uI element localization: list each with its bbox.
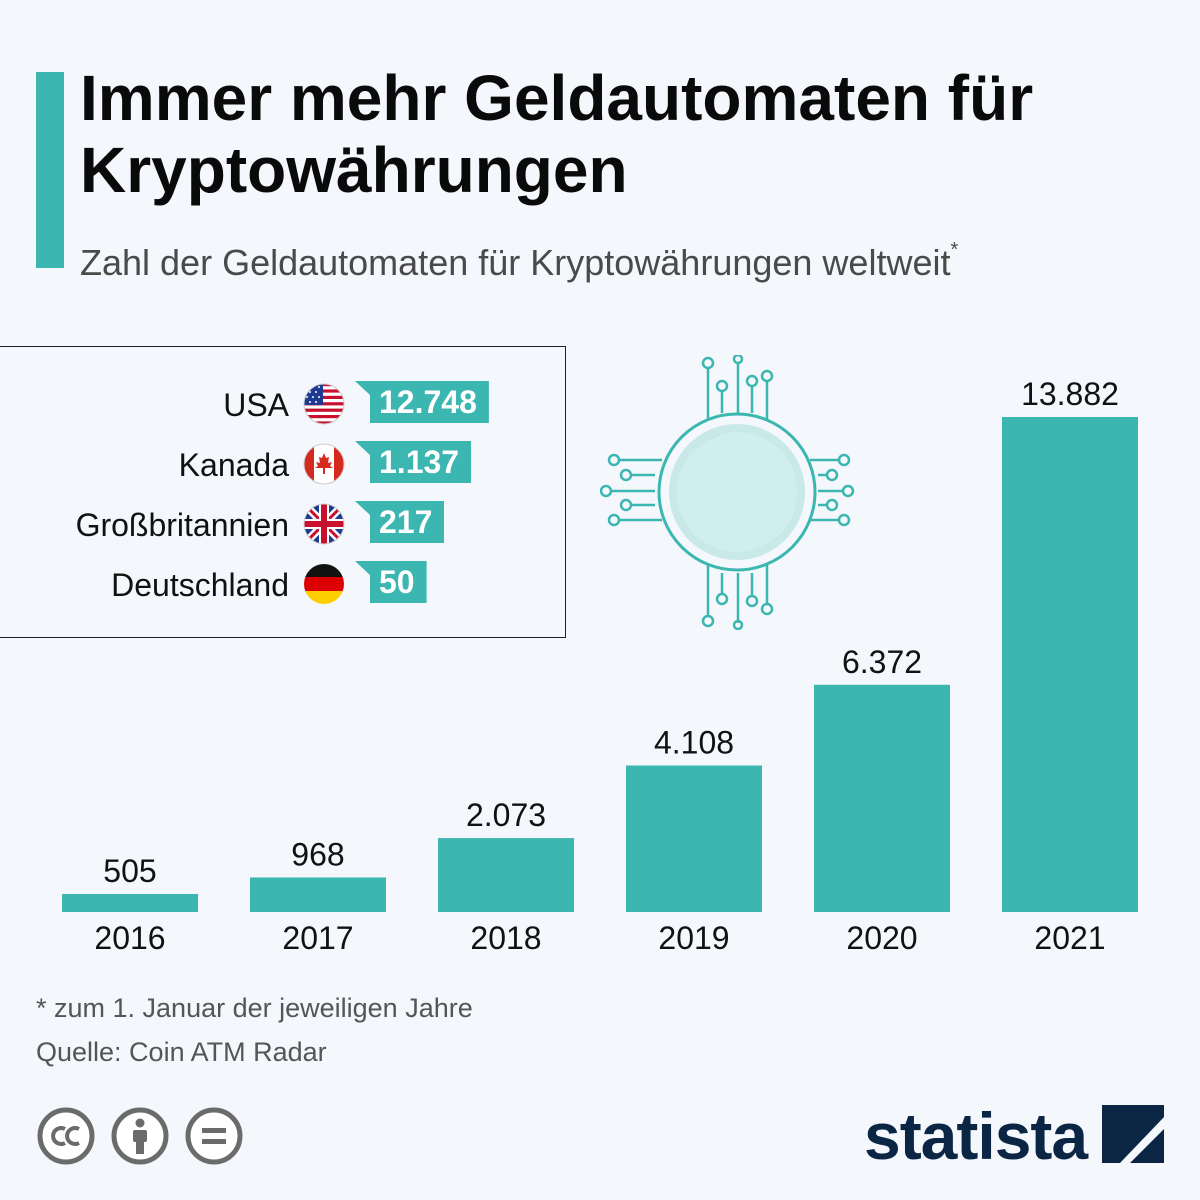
no-derivatives-icon[interactable] bbox=[185, 1107, 243, 1165]
bar-value-label: 6.372 bbox=[842, 644, 922, 680]
bar-value-label: 968 bbox=[291, 836, 344, 872]
uk-flag-icon bbox=[303, 503, 345, 545]
page-title: Immer mehr Geldautomaten für Kryptowähru… bbox=[80, 62, 1034, 206]
bar-2019 bbox=[626, 765, 762, 912]
bar-value-label: 4.108 bbox=[654, 725, 734, 761]
subtitle-text: Zahl der Geldautomaten für Kryptowährung… bbox=[80, 242, 951, 283]
country-name: Großbritannien bbox=[75, 507, 289, 543]
bar-chart: 505 2016 968 2017 2.073 2018 4.108 2019 6.372 202… bbox=[62, 376, 1138, 956]
chart-source: Quelle: Coin ATM Radar bbox=[36, 1037, 327, 1067]
bar-2021 bbox=[1002, 417, 1138, 912]
country-row-grossbritannien: Großbritannien 217 bbox=[0, 501, 567, 551]
statista-logo-icon[interactable] bbox=[1102, 1105, 1164, 1163]
x-tick-label: 2017 bbox=[282, 920, 353, 956]
country-name: USA bbox=[223, 387, 289, 423]
country-row-deutschland: Deutschland 50 bbox=[0, 561, 567, 611]
country-row-kanada: Kanada 1.137 bbox=[0, 441, 567, 491]
country-value-tag: 12.748 bbox=[355, 381, 489, 423]
country-name: Deutschland bbox=[111, 567, 289, 603]
country-name: Kanada bbox=[178, 447, 289, 483]
title-accent-bar bbox=[36, 72, 64, 268]
attribution-icon[interactable] bbox=[111, 1107, 169, 1165]
bar-value-label: 2.073 bbox=[466, 797, 546, 833]
x-tick-label: 2020 bbox=[846, 920, 917, 956]
usa-flag-icon bbox=[303, 383, 345, 425]
country-row-usa: USA 12.748 bbox=[0, 381, 567, 431]
country-value-tag: 217 bbox=[355, 501, 445, 543]
cc-icon[interactable] bbox=[37, 1107, 95, 1165]
bar-2020 bbox=[814, 684, 950, 912]
creative-commons-license-icons[interactable] bbox=[36, 1106, 246, 1166]
bar-value-label: 13.882 bbox=[1021, 376, 1119, 412]
country-breakdown-box: USA 12.748 Kanada bbox=[0, 346, 566, 638]
bar-2017 bbox=[250, 877, 386, 912]
germany-flag-icon bbox=[304, 564, 344, 604]
x-tick-label: 2019 bbox=[658, 920, 729, 956]
bar-2018 bbox=[438, 838, 574, 912]
x-tick-label: 2021 bbox=[1034, 920, 1105, 956]
x-tick-label: 2018 bbox=[470, 920, 541, 956]
crypto-chip-icon bbox=[600, 355, 855, 630]
statista-logo-text[interactable]: statista bbox=[864, 1099, 1088, 1173]
country-value-tag: 1.137 bbox=[355, 441, 472, 483]
x-tick-label: 2016 bbox=[94, 920, 165, 956]
page-subtitle: Zahl der Geldautomaten für Kryptowährung… bbox=[80, 230, 958, 289]
chart-footnote: * zum 1. Januar der jeweiligen Jahre bbox=[36, 993, 473, 1023]
canada-flag-icon bbox=[303, 443, 345, 485]
subtitle-footnote-marker: * bbox=[950, 239, 959, 261]
bar-2016 bbox=[62, 893, 198, 912]
country-value-tag: 50 bbox=[355, 561, 427, 603]
bar-value-label: 505 bbox=[103, 853, 156, 889]
